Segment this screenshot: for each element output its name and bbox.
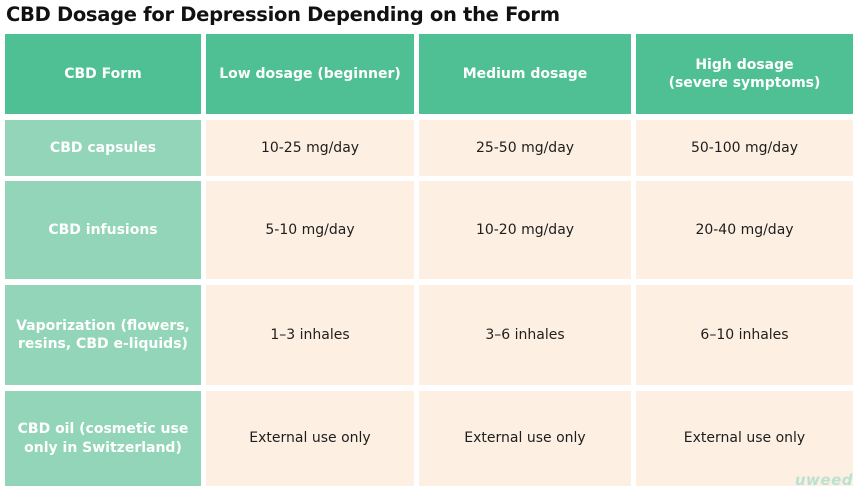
header-low-dosage: Low dosage (beginner) xyxy=(206,34,414,114)
row-infusions-high: 20-40 mg/day xyxy=(636,181,853,279)
row-vaporization-medium: 3–6 inhales xyxy=(419,285,631,385)
row-capsules-high: 50-100 mg/day xyxy=(636,120,853,176)
row-infusions-form: CBD infusions xyxy=(5,181,201,279)
row-capsules-form: CBD capsules xyxy=(5,120,201,176)
header-cbd-form: CBD Form xyxy=(5,34,201,114)
row-cbd-oil-low: External use only xyxy=(206,391,414,486)
header-medium-dosage: Medium dosage xyxy=(419,34,631,114)
row-cbd-oil-form: CBD oil (cosmetic use only in Switzerlan… xyxy=(5,391,201,486)
row-infusions-low: 5-10 mg/day xyxy=(206,181,414,279)
row-vaporization-form: Vaporization (flowers, resins, CBD e-liq… xyxy=(5,285,201,385)
row-vaporization-low: 1–3 inhales xyxy=(206,285,414,385)
uweed-logo: uweed xyxy=(794,471,853,489)
row-cbd-oil-high: External use only xyxy=(636,391,853,486)
row-capsules-medium: 25-50 mg/day xyxy=(419,120,631,176)
page-title: CBD Dosage for Depression Depending on t… xyxy=(6,3,560,26)
row-cbd-oil-medium: External use only xyxy=(419,391,631,486)
row-vaporization-high: 6–10 inhales xyxy=(636,285,853,385)
row-infusions-medium: 10-20 mg/day xyxy=(419,181,631,279)
header-high-dosage: High dosage (severe symptoms) xyxy=(636,34,853,114)
row-capsules-low: 10-25 mg/day xyxy=(206,120,414,176)
